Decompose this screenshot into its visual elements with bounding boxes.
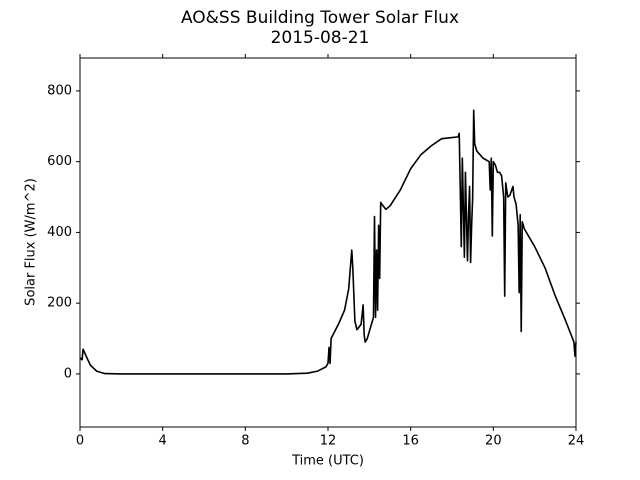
plot-frame: [79, 57, 577, 428]
y-tick-label: 200: [47, 296, 72, 311]
x-tick-label: 4: [159, 434, 167, 449]
y-tick-label: 400: [47, 225, 72, 240]
x-tick-label: 20: [485, 434, 502, 449]
x-axis-label: Time (UTC): [291, 454, 364, 469]
x-tick-label: 8: [241, 434, 249, 449]
y-tick-label: 600: [47, 154, 72, 169]
x-tick-label: 12: [320, 434, 337, 449]
x-tick-label: 16: [402, 434, 419, 449]
y-tick-label: 0: [64, 366, 72, 381]
x-tick-label: 0: [76, 434, 84, 449]
data-line: [79, 109, 577, 375]
y-axis-label: Solar Flux (W/m^2): [24, 178, 39, 306]
chart-title: AO&SS Building Tower Solar Flux: [181, 8, 459, 28]
chart-subtitle: 2015-08-21: [271, 28, 370, 48]
y-tick-label: 800: [47, 83, 72, 98]
x-tick-label: 24: [568, 434, 585, 449]
